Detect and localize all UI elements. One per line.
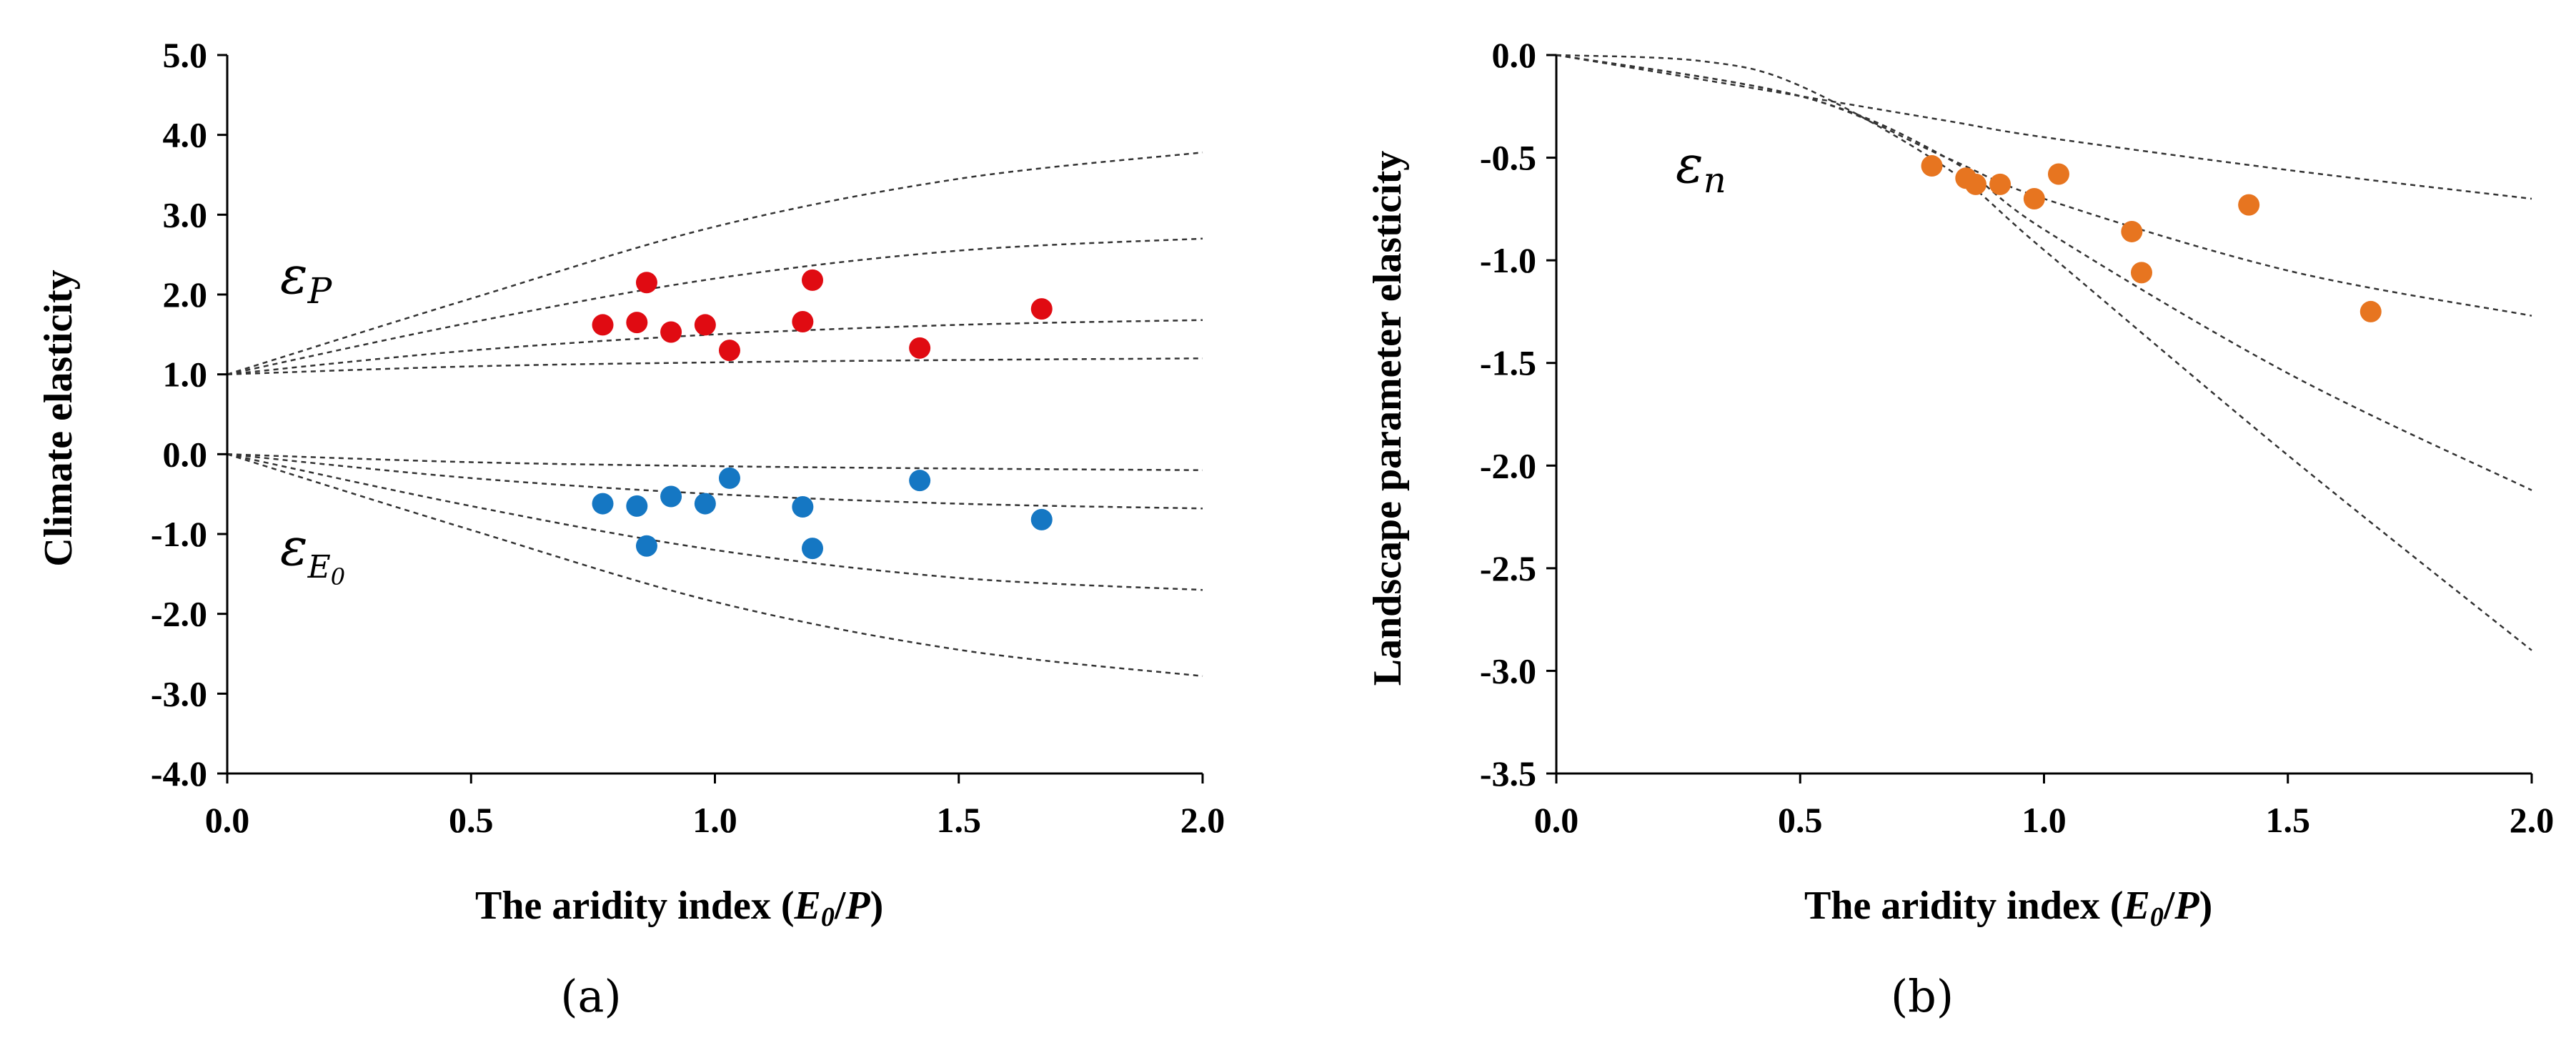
reference-curve-n-2.5: [227, 453, 1203, 591]
reference-curve-n-1: [227, 453, 1203, 471]
panel-b-y-axis-title: Landscape parameter elasticity: [1366, 151, 1410, 686]
panel-a-label: (a): [560, 970, 621, 1022]
data-point-epsilon-n: [1921, 155, 1943, 177]
data-point-epsilon-e0: [718, 467, 740, 489]
data-point-epsilon-e0: [626, 495, 648, 517]
panel-b-axes: [1546, 54, 2533, 784]
reference-curve-n-4: [1556, 54, 2532, 651]
panel-a-data-points: [592, 269, 1053, 560]
x-tick-label: 2.0: [2510, 800, 2555, 840]
y-tick-label: -0.5: [1480, 138, 1536, 178]
y-tick-label: -4.0: [151, 753, 207, 794]
x-tick-label: 0.0: [205, 800, 250, 840]
panel-b-annotation-epsilon-n: εn: [1676, 134, 1726, 201]
data-point-epsilon-p: [802, 269, 823, 291]
data-point-epsilon-e0: [1030, 508, 1053, 530]
data-point-epsilon-p: [909, 337, 931, 359]
panel-b-x-axis-title: The aridity index (E0/P): [1804, 884, 2212, 932]
y-tick-label: 1.0: [163, 355, 208, 395]
panel-b-x-tick-labels: 0.0 0.5 1.0 1.5 2.0: [1534, 800, 2555, 840]
data-point-epsilon-e0: [792, 496, 814, 518]
y-tick-label: -3.5: [1480, 753, 1536, 794]
data-point-epsilon-n: [2023, 188, 2045, 209]
reference-curve-n-2.5: [1556, 54, 2532, 491]
reference-curve-n-4: [227, 453, 1203, 678]
y-tick-label: 2.0: [163, 275, 208, 315]
panel-b-data-points: [1921, 155, 2382, 322]
data-point-epsilon-e0: [802, 538, 823, 560]
y-tick-label: -2.0: [151, 594, 207, 634]
y-tick-label: 0.0: [1492, 35, 1537, 75]
panel-a-x-tick-labels: 0.0 0.5 1.0 1.5 2.0: [205, 800, 1225, 840]
panel-a-climate-elasticity: -4.0-3.0-2.0-1.00.01.02.03.04.05.0 0.0 0.…: [36, 35, 1225, 1022]
y-tick-label: -2.0: [1480, 445, 1536, 485]
panel-a-axes: [217, 54, 1204, 784]
data-point-epsilon-p: [635, 272, 657, 294]
y-tick-label: -3.0: [151, 673, 207, 713]
data-point-epsilon-e0: [635, 535, 657, 557]
data-point-epsilon-n: [1989, 173, 2011, 195]
data-point-epsilon-e0: [694, 493, 716, 515]
reference-curve-n-1.5: [227, 319, 1203, 375]
reference-curve-n-1: [227, 357, 1203, 375]
reference-curve-n-2.5: [227, 237, 1203, 375]
data-point-epsilon-n: [2238, 194, 2260, 216]
data-point-epsilon-n: [2121, 220, 2143, 242]
data-point-epsilon-p: [592, 314, 614, 336]
panel-a-x-axis-title: The aridity index (E0/P): [475, 884, 883, 932]
x-tick-label: 1.5: [937, 800, 982, 840]
panel-b-label: (b): [1891, 970, 1954, 1022]
data-point-epsilon-n: [2131, 262, 2152, 284]
data-point-epsilon-e0: [660, 485, 682, 508]
reference-curve-n-1.5: [227, 453, 1203, 510]
data-point-epsilon-n: [2047, 163, 2069, 185]
data-point-epsilon-p: [626, 312, 648, 334]
y-tick-label: -1.5: [1480, 343, 1536, 383]
panel-a-reference-curves: [227, 151, 1203, 678]
panel-a-y-axis-title: Climate elasticity: [36, 270, 81, 566]
x-tick-label: 1.0: [2021, 800, 2067, 840]
x-tick-label: 1.0: [692, 800, 737, 840]
x-tick-label: 0.0: [1534, 800, 1579, 840]
y-tick-label: 5.0: [163, 35, 208, 75]
y-tick-label: -1.0: [1480, 240, 1536, 280]
reference-curve-n-1: [1556, 54, 2532, 200]
y-tick-label: 0.0: [163, 434, 208, 474]
data-point-epsilon-p: [718, 340, 740, 362]
data-point-epsilon-n: [1964, 173, 1986, 195]
y-tick-label: 4.0: [163, 115, 208, 155]
y-tick-label: -1.0: [151, 514, 207, 554]
y-tick-label: -2.5: [1480, 548, 1536, 588]
reference-curve-n-4: [227, 151, 1203, 375]
panel-a-annotation-epsilon-e0: εE0: [280, 517, 345, 590]
panel-b-landscape-elasticity: -3.5 -3.0 -2.5 -2.0 -1.5 -1.0 -0.5 0.0 0.0 0.5 1.…: [1366, 35, 2554, 1022]
data-point-epsilon-n: [2359, 300, 2382, 322]
data-point-epsilon-p: [1030, 298, 1053, 320]
data-point-epsilon-e0: [909, 470, 931, 492]
x-tick-label: 1.5: [2266, 800, 2311, 840]
y-tick-label: 3.0: [163, 194, 208, 234]
data-point-epsilon-p: [694, 314, 716, 336]
y-tick-label: -3.0: [1480, 651, 1536, 691]
data-point-epsilon-p: [792, 310, 814, 332]
panel-a-annotation-epsilon-p: εP: [280, 245, 333, 312]
data-point-epsilon-p: [660, 321, 682, 343]
panel-a-y-tick-labels: -4.0 -3.0 -2.0 -1.0 0.0 1.0 2.0 3.0 4.0 5.0: [151, 35, 207, 794]
x-tick-label: 0.5: [449, 800, 494, 840]
x-tick-label: 2.0: [1180, 800, 1225, 840]
panel-b-y-tick-labels: -3.5 -3.0 -2.5 -2.0 -1.5 -1.0 -0.5 0.0: [1480, 35, 1536, 794]
data-point-epsilon-e0: [592, 493, 614, 515]
x-tick-label: 0.5: [1778, 800, 1823, 840]
